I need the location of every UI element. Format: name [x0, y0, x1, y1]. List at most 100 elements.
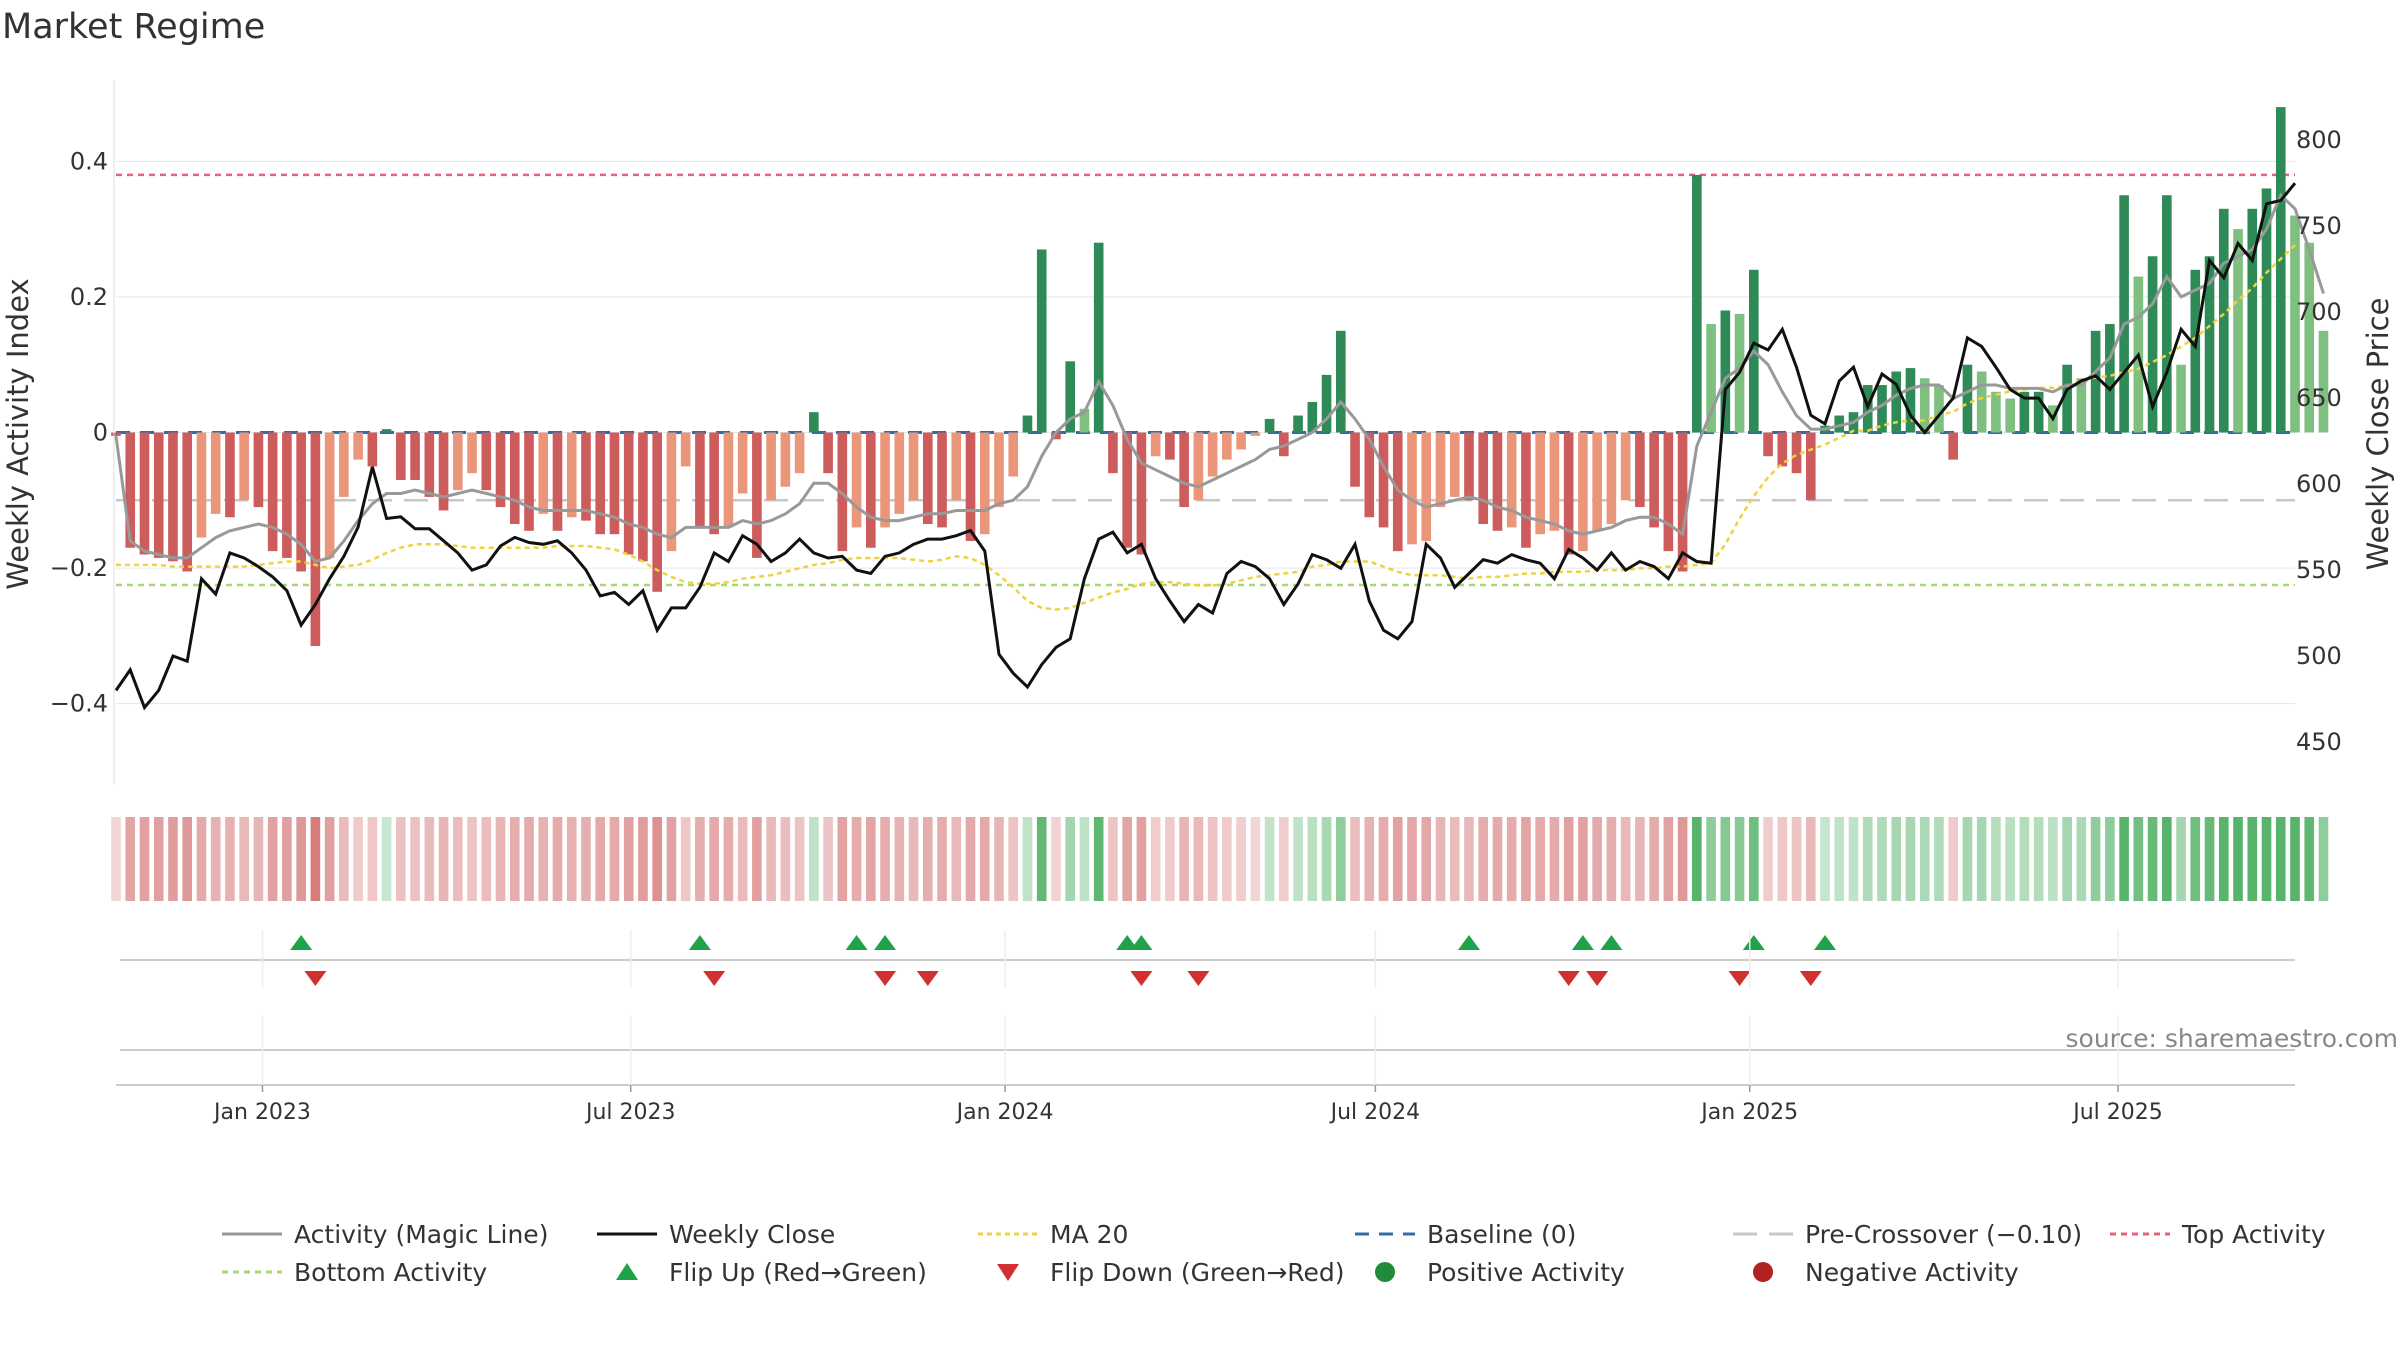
activity-bar: [1108, 432, 1118, 474]
regime-strip-cell: [894, 817, 905, 901]
activity-bar: [1250, 432, 1261, 436]
regime-strip-cell: [1165, 817, 1175, 901]
regime-strip-cell: [866, 817, 876, 901]
regime-strip-cell: [951, 817, 962, 901]
regime-strip-cell: [153, 817, 164, 901]
regime-strip-cell: [680, 817, 691, 901]
activity-bar: [1805, 432, 1816, 501]
activity-bar: [979, 432, 990, 535]
y2-tick-label: 650: [2296, 384, 2342, 412]
activity-bar: [1791, 432, 1802, 474]
activity-bar: [182, 432, 193, 572]
regime-strip-cell: [339, 817, 349, 901]
activity-bar: [695, 432, 705, 528]
regime-strip-cell: [695, 817, 705, 901]
legend-label: Pre-Crossover (−0.10): [1805, 1220, 2082, 1249]
activity-bar: [1435, 432, 1446, 508]
activity-bar: [1578, 432, 1588, 552]
legend-swatch-dot-negative: [1753, 1262, 1773, 1282]
activity-bar: [652, 432, 663, 592]
x-tick-label: Jul 2024: [1329, 1100, 1421, 1125]
regime-strip-cell: [1136, 817, 1147, 901]
activity-bar: [1649, 432, 1659, 528]
regime-strip-cell: [2147, 817, 2158, 901]
activity-bar: [922, 432, 933, 525]
regime-strip-cell: [1036, 817, 1047, 901]
regime-strip-cell: [851, 817, 862, 901]
activity-bar: [595, 432, 606, 535]
legend-label: Flip Down (Green→Red): [1050, 1258, 1345, 1287]
regime-strip-cell: [1236, 817, 1246, 901]
regime-strip-cell: [2033, 817, 2044, 901]
activity-bar: [894, 432, 905, 514]
flip-down-marker: [874, 971, 897, 986]
x-tick-label: Jan 2025: [1699, 1100, 1798, 1125]
regime-strip-cell: [1307, 817, 1318, 901]
regime-strip-cell: [2247, 817, 2258, 901]
regime-strip-cell: [1364, 817, 1375, 901]
activity-bar: [267, 432, 278, 552]
flip-down-marker: [304, 971, 327, 986]
regime-strip-cell: [1093, 817, 1104, 901]
activity-bar: [381, 429, 392, 433]
regime-strip-cell: [324, 817, 335, 901]
regime-strip-cell: [182, 817, 193, 901]
activity-bar: [424, 432, 435, 497]
activity-bar: [1663, 432, 1674, 552]
regime-strip-cell: [1051, 817, 1061, 901]
activity-bar: [1677, 432, 1688, 572]
regime-strip-cell: [538, 817, 549, 901]
activity-bars: [111, 107, 2329, 647]
regime-strip-cell: [2233, 817, 2243, 901]
activity-bar: [1891, 371, 1902, 433]
activity-bar: [2275, 107, 2286, 433]
regime-strip-cell: [1335, 817, 1346, 901]
regime-strip-cell: [111, 817, 121, 901]
regime-strip-cell: [2105, 817, 2115, 901]
activity-bar: [680, 432, 691, 467]
flip-up-marker: [874, 935, 897, 950]
y2-tick-label: 450: [2296, 728, 2342, 756]
regime-strip-cell: [1606, 817, 1617, 901]
ma20-line: [116, 244, 2296, 611]
regime-strip-cell: [880, 817, 890, 901]
regime-strip-cell: [1919, 817, 1930, 901]
regime-strip-cell: [638, 817, 648, 901]
regime-strip-cell: [2076, 817, 2087, 901]
regime-strip-cell: [210, 817, 221, 901]
regime-strip-cell: [410, 817, 420, 901]
activity-bar: [1948, 432, 1959, 460]
regime-strip-cell: [1692, 817, 1702, 901]
activity-bar: [908, 432, 919, 501]
activity-bar: [809, 412, 819, 433]
source-note: source: sharemaestro.com: [2066, 1024, 2399, 1053]
activity-bar: [1592, 432, 1602, 531]
regime-strip-cell: [1663, 817, 1674, 901]
activity-bar: [2005, 398, 2015, 433]
regime-strip-cell: [1891, 817, 1902, 901]
regime-strip-cell: [367, 817, 378, 901]
flip-up-marker: [688, 935, 711, 950]
regime-strip-cell: [1934, 817, 1944, 901]
weekly-close-line: [114, 182, 2297, 711]
regime-strip-cell: [994, 817, 1004, 901]
regime-strip-cell: [125, 817, 136, 901]
regime-strip-cell: [1392, 817, 1403, 901]
activity-bar: [2162, 195, 2172, 433]
regime-strip-cell: [1862, 817, 1873, 901]
regime-strip-cell: [2261, 817, 2272, 901]
legend-label: MA 20: [1050, 1220, 1128, 1249]
regime-strip-cell: [1207, 817, 1218, 901]
x-tick-label: Jul 2025: [2071, 1100, 2163, 1125]
regime-strip-cell: [1492, 817, 1503, 901]
activity-bar: [225, 432, 235, 518]
activity-bar: [2062, 364, 2072, 433]
activity-bar: [239, 432, 249, 501]
legend-label: Baseline (0): [1427, 1220, 1576, 1249]
activity-bar: [1706, 324, 1716, 433]
activity-bar: [1407, 432, 1417, 545]
activity-bar: [452, 432, 463, 491]
activity-bar: [1492, 432, 1503, 531]
activity-bar: [339, 432, 349, 497]
